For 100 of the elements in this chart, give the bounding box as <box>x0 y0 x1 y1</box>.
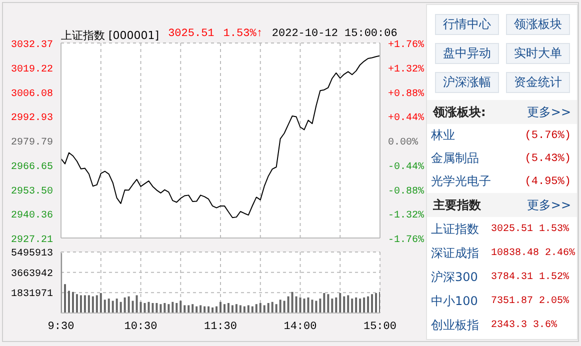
y-tick-label: 2953.50 <box>10 186 53 198</box>
bar <box>315 300 318 313</box>
bar <box>359 298 362 313</box>
text: 3025.51 <box>168 28 214 42</box>
bar <box>231 305 234 313</box>
bar <box>299 297 302 313</box>
bar <box>355 297 358 313</box>
bar <box>140 302 142 313</box>
y2-tick-label: +1.76% <box>388 40 424 51</box>
bar <box>251 306 254 313</box>
bar <box>303 298 306 313</box>
text: 10838.48 2.46% <box>490 248 575 258</box>
y-tick-label: 3663942 <box>10 268 53 280</box>
bar <box>291 292 294 313</box>
text: 更多>> <box>526 196 571 214</box>
bar <box>235 304 238 313</box>
text: 林业 <box>431 127 455 144</box>
text: 光学光电子 <box>431 173 491 190</box>
bar <box>311 300 314 313</box>
text: 创业板指 <box>431 316 480 334</box>
y-tick-label: 2940.36 <box>10 210 53 222</box>
text: 领涨板块: <box>433 104 486 120</box>
bar <box>112 300 114 313</box>
y2-tick-label: +1.32% <box>388 64 424 76</box>
bar <box>275 304 278 313</box>
bar <box>343 296 346 313</box>
bar <box>331 298 334 313</box>
x-tick-label: 10:30 <box>124 320 158 333</box>
text: (5.43%) <box>524 152 571 164</box>
y-tick-label: 2979.79 <box>10 138 53 148</box>
bar <box>279 300 282 313</box>
text: 3784.31 1.52% <box>491 272 570 282</box>
bar <box>351 298 354 313</box>
bar <box>371 294 374 313</box>
bar <box>327 294 330 313</box>
bar <box>200 305 202 313</box>
bar <box>220 302 222 313</box>
bar <box>363 297 366 313</box>
bar <box>367 296 370 313</box>
text: 资金统计 <box>506 72 570 93</box>
bar <box>184 305 186 313</box>
bar <box>96 295 98 313</box>
bar <box>160 304 162 313</box>
y2-tick-label: +0.88% <box>388 88 424 100</box>
text: 2022-10-12 15:00:06 <box>272 28 398 40</box>
y-tick-label: 1831971 <box>10 289 53 300</box>
bar <box>64 284 66 313</box>
bar <box>287 296 290 313</box>
bar <box>104 300 106 313</box>
bar <box>84 295 86 313</box>
bar <box>124 297 126 313</box>
bar <box>347 295 350 313</box>
bar <box>263 305 266 313</box>
text: 沪深涨幅 <box>435 72 499 93</box>
x-tick-label: 9:30 <box>48 320 74 333</box>
y2-tick-label: -0.44% <box>388 162 424 173</box>
text: 1.53%↑ <box>223 28 263 42</box>
y2-tick-label: -0.88% <box>388 186 424 198</box>
bar <box>80 295 82 313</box>
text: 盘中异动 <box>435 43 499 64</box>
y-tick-label: 2992.93 <box>10 113 53 124</box>
bar <box>339 293 342 313</box>
text: 中小100 <box>431 292 479 310</box>
bar <box>283 300 286 313</box>
y2-tick-label: 0.00% <box>388 138 418 148</box>
text: 实时大单 <box>506 43 570 64</box>
bar <box>132 300 134 313</box>
y2-tick-label: -1.76% <box>388 235 424 246</box>
y-tick-label: 3006.08 <box>10 88 53 100</box>
bar <box>144 303 146 313</box>
bar <box>176 303 178 313</box>
line-series <box>61 55 380 218</box>
bar <box>116 298 118 313</box>
bar <box>259 303 262 313</box>
bar <box>319 298 322 313</box>
bar <box>100 293 102 313</box>
text: 领涨板块 <box>506 14 570 35</box>
x-tick-label: 15:00 <box>363 320 397 333</box>
bar <box>164 303 166 313</box>
y-tick-label: 2966.65 <box>10 162 53 173</box>
bar <box>172 302 174 313</box>
bar <box>72 292 74 313</box>
bar <box>227 303 230 313</box>
text: 行情中心 <box>435 14 499 35</box>
bar <box>208 306 210 313</box>
bar <box>295 296 298 313</box>
bar <box>267 303 270 313</box>
text: 3025.51 1.53% <box>491 224 570 234</box>
bar <box>204 306 206 313</box>
x-tick-label: 14:00 <box>284 320 317 333</box>
text: 上证指数 <box>431 220 480 238</box>
bar <box>335 297 338 313</box>
text: 金属制品 <box>431 150 479 167</box>
bar <box>120 302 122 313</box>
chart-title: 上证指数 [000001] <box>61 28 160 43</box>
bar <box>148 302 150 313</box>
bar <box>68 290 70 313</box>
bar <box>247 305 250 313</box>
y-tick-label: 3019.22 <box>10 64 53 76</box>
bar <box>108 298 110 313</box>
